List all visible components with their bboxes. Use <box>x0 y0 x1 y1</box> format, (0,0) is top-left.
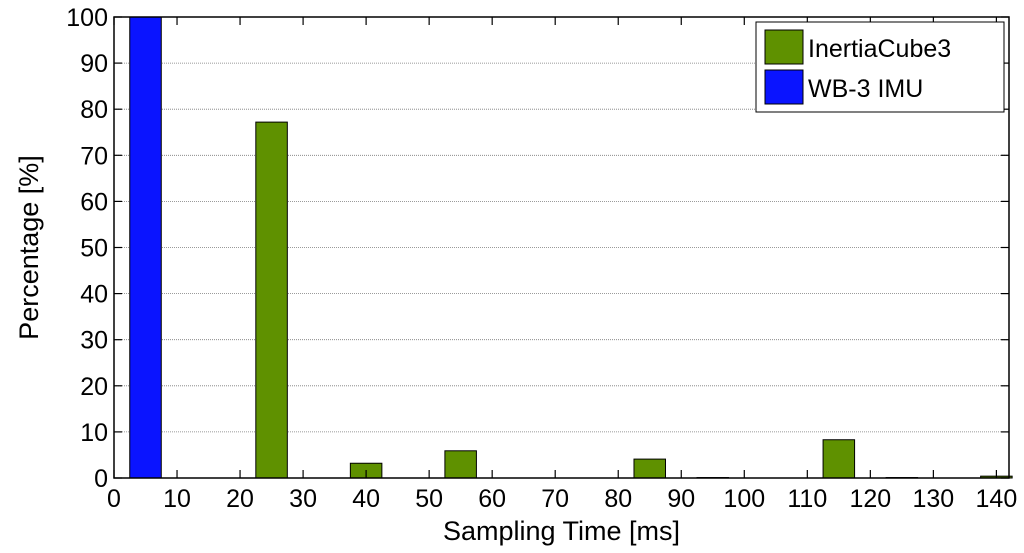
bars <box>129 16 1013 479</box>
y-tick-label: 10 <box>80 419 108 447</box>
x-tick-label: 100 <box>723 485 765 513</box>
y-axis-label: Percentage [%] <box>14 155 44 340</box>
x-axis-label: Sampling Time [ms] <box>443 516 680 546</box>
x-tick-label: 140 <box>976 485 1018 513</box>
y-tick-label: 20 <box>80 373 108 401</box>
axis-ticks: 0 10 20 30 40 50 60 70 80 90 100 0 10 20 30 40 50 60 70 80 9… <box>66 4 1017 513</box>
x-tick-label: 130 <box>913 485 955 513</box>
y-tick-label: 90 <box>80 50 108 78</box>
x-tick-label: 120 <box>849 485 891 513</box>
y-tick-label: 60 <box>80 188 108 216</box>
legend-label: WB-3 IMU <box>808 75 923 103</box>
y-tick-label: 30 <box>80 327 108 355</box>
x-tick-label: 60 <box>478 485 506 513</box>
x-tick-label: 10 <box>163 485 191 513</box>
bar <box>822 439 856 479</box>
x-tick-label: 20 <box>226 485 254 513</box>
y-tick-label: 70 <box>80 142 108 170</box>
grid-lines <box>114 62 1009 433</box>
y-tick-label: 40 <box>80 281 108 309</box>
bar <box>129 16 162 479</box>
x-tick-label: 50 <box>415 485 443 513</box>
x-tick-label: 90 <box>667 485 695 513</box>
bar <box>255 121 288 479</box>
x-tick-label: 110 <box>787 485 827 513</box>
x-tick-label: 40 <box>352 485 380 513</box>
y-tick-label: 50 <box>80 235 108 263</box>
bar <box>633 458 666 479</box>
legend: InertiaCube3 WB-3 IMU <box>755 21 1005 113</box>
legend-label: InertiaCube3 <box>808 35 951 63</box>
x-tick-label: 0 <box>107 485 121 513</box>
legend-swatch <box>764 29 804 65</box>
bar <box>444 450 477 479</box>
y-tick-label: 80 <box>80 96 108 124</box>
x-tick-label: 30 <box>289 485 317 513</box>
legend-swatch <box>764 69 804 105</box>
x-tick-label: 70 <box>541 485 569 513</box>
x-tick-label: 80 <box>604 485 632 513</box>
y-tick-label: 100 <box>66 4 108 32</box>
y-tick-label: 0 <box>94 465 108 493</box>
